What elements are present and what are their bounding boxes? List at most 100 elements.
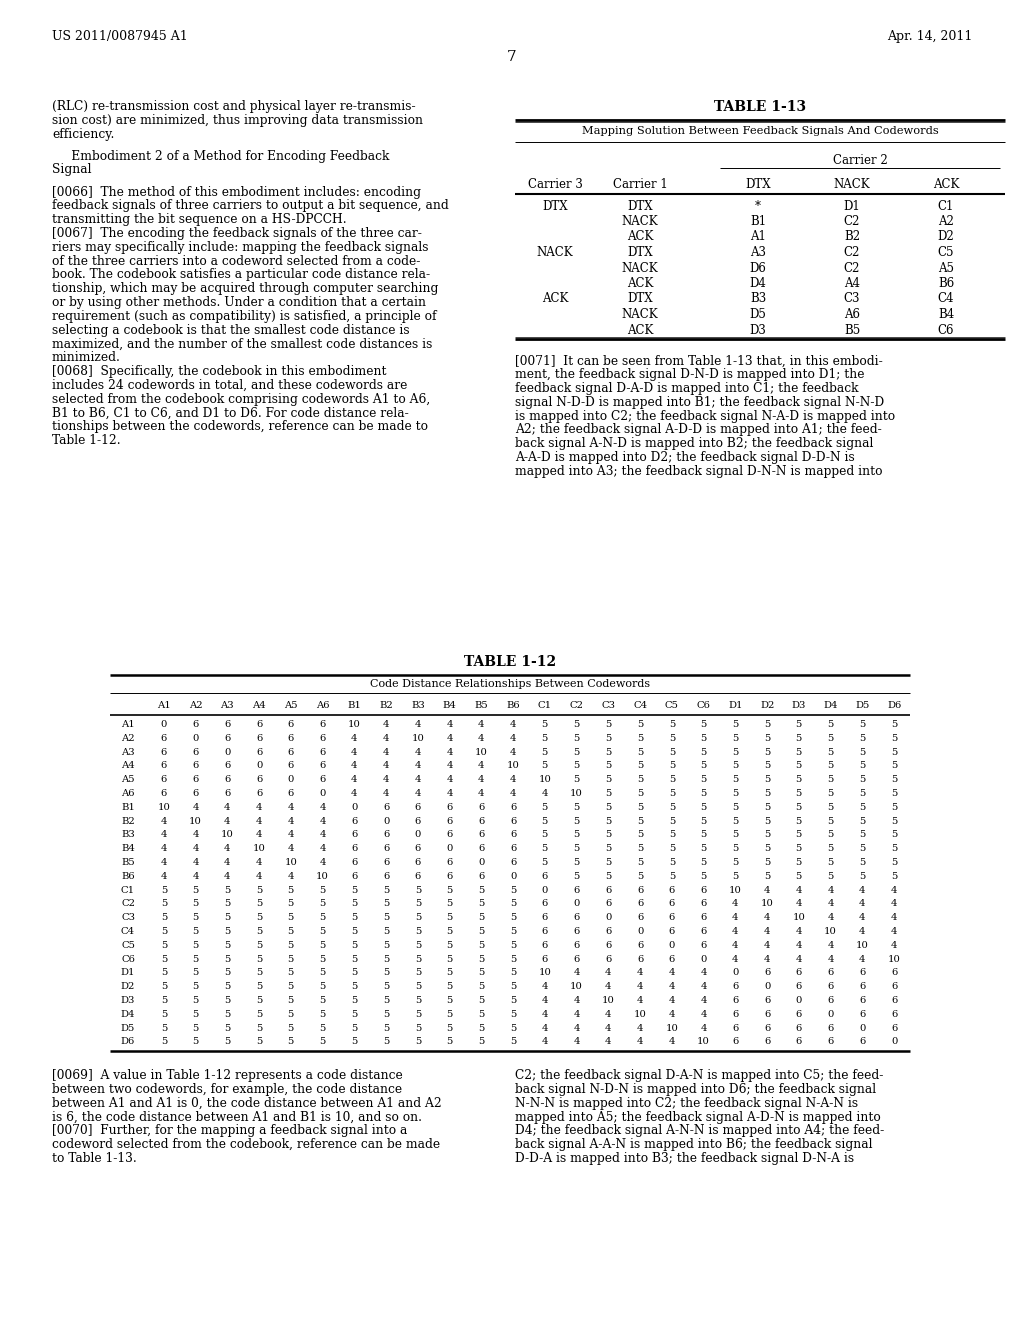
Text: 4: 4	[224, 871, 230, 880]
Text: 4: 4	[764, 941, 770, 950]
Text: 5: 5	[764, 830, 770, 840]
Text: 6: 6	[319, 775, 326, 784]
Text: mapped into A5; the feedback signal A-D-N is mapped into: mapped into A5; the feedback signal A-D-…	[515, 1110, 881, 1123]
Text: 5: 5	[796, 817, 802, 825]
Text: 4: 4	[224, 803, 230, 812]
Text: 5: 5	[351, 1023, 357, 1032]
Text: 5: 5	[383, 954, 389, 964]
Text: 5: 5	[193, 886, 199, 895]
Text: 5: 5	[605, 871, 611, 880]
Text: 5: 5	[605, 830, 611, 840]
Text: 5: 5	[732, 817, 738, 825]
Text: 4: 4	[542, 1038, 548, 1047]
Text: 4: 4	[351, 789, 357, 799]
Text: 6: 6	[446, 871, 453, 880]
Text: Carrier 1: Carrier 1	[612, 177, 668, 190]
Text: 5: 5	[478, 927, 484, 936]
Text: 5: 5	[415, 954, 421, 964]
Text: 5: 5	[446, 927, 453, 936]
Text: 5: 5	[319, 886, 326, 895]
Text: 5: 5	[383, 899, 389, 908]
Text: 5: 5	[669, 817, 675, 825]
Text: 5: 5	[796, 871, 802, 880]
Text: 5: 5	[193, 982, 199, 991]
Text: A3: A3	[121, 747, 135, 756]
Text: 6: 6	[415, 817, 421, 825]
Text: 5: 5	[796, 803, 802, 812]
Text: 0: 0	[510, 871, 516, 880]
Text: 5: 5	[193, 1023, 199, 1032]
Text: 5: 5	[859, 747, 865, 756]
Text: 4: 4	[161, 830, 167, 840]
Text: 5: 5	[637, 845, 643, 853]
Text: 4: 4	[351, 747, 357, 756]
Text: 6: 6	[732, 1023, 738, 1032]
Text: includes 24 codewords in total, and these codewords are: includes 24 codewords in total, and thes…	[52, 379, 408, 392]
Text: 6: 6	[669, 899, 675, 908]
Text: 5: 5	[669, 789, 675, 799]
Text: DTX: DTX	[627, 199, 653, 213]
Text: 5: 5	[732, 762, 738, 771]
Text: 6: 6	[510, 845, 516, 853]
Text: 0: 0	[605, 913, 611, 923]
Text: 4: 4	[700, 1023, 707, 1032]
Text: 5: 5	[827, 747, 834, 756]
Text: 0: 0	[796, 997, 802, 1005]
Text: 6: 6	[700, 913, 707, 923]
Text: 5: 5	[605, 719, 611, 729]
Text: 0: 0	[859, 1023, 865, 1032]
Text: requirement (such as compatibility) is satisfied, a principle of: requirement (such as compatibility) is s…	[52, 310, 436, 323]
Text: B5: B5	[474, 701, 488, 710]
Text: selecting a codebook is that the smallest code distance is: selecting a codebook is that the smalles…	[52, 323, 410, 337]
Text: 6: 6	[542, 954, 548, 964]
Text: 5: 5	[415, 969, 421, 977]
Text: 4: 4	[193, 830, 199, 840]
Text: 5: 5	[700, 858, 707, 867]
Text: 0: 0	[383, 817, 389, 825]
Text: 5: 5	[605, 734, 611, 743]
Text: 5: 5	[637, 734, 643, 743]
Text: 4: 4	[224, 817, 230, 825]
Text: 10: 10	[602, 997, 614, 1005]
Text: 4: 4	[288, 803, 294, 812]
Text: ACK: ACK	[627, 277, 653, 290]
Text: 6: 6	[605, 954, 611, 964]
Text: 6: 6	[573, 913, 580, 923]
Text: 5: 5	[319, 997, 326, 1005]
Text: D2: D2	[760, 701, 774, 710]
Text: B2: B2	[121, 817, 135, 825]
Text: 5: 5	[637, 803, 643, 812]
Text: 5: 5	[351, 954, 357, 964]
Text: 0: 0	[700, 954, 707, 964]
Text: 10: 10	[729, 886, 741, 895]
Text: 4: 4	[764, 913, 770, 923]
Text: 5: 5	[446, 1023, 453, 1032]
Text: 0: 0	[193, 734, 199, 743]
Text: Code Distance Relationships Between Codewords: Code Distance Relationships Between Code…	[370, 678, 650, 689]
Text: 6: 6	[827, 1038, 834, 1047]
Text: 4: 4	[891, 886, 897, 895]
Text: 5: 5	[256, 954, 262, 964]
Text: C2: C2	[844, 246, 860, 259]
Text: 10: 10	[158, 803, 170, 812]
Text: 5: 5	[669, 871, 675, 880]
Text: B5: B5	[844, 323, 860, 337]
Text: D5: D5	[121, 1023, 135, 1032]
Text: 5: 5	[383, 969, 389, 977]
Text: 5: 5	[605, 775, 611, 784]
Text: 6: 6	[859, 1038, 865, 1047]
Text: 6: 6	[415, 803, 421, 812]
Text: 5: 5	[161, 899, 167, 908]
Text: 4: 4	[891, 899, 897, 908]
Text: 4: 4	[669, 982, 675, 991]
Text: 5: 5	[605, 803, 611, 812]
Text: D3: D3	[121, 997, 135, 1005]
Text: NACK: NACK	[834, 177, 870, 190]
Text: 5: 5	[319, 913, 326, 923]
Text: 5: 5	[796, 845, 802, 853]
Text: 5: 5	[224, 1023, 230, 1032]
Text: 6: 6	[510, 830, 516, 840]
Text: 6: 6	[605, 927, 611, 936]
Text: D6: D6	[887, 701, 901, 710]
Text: 6: 6	[542, 913, 548, 923]
